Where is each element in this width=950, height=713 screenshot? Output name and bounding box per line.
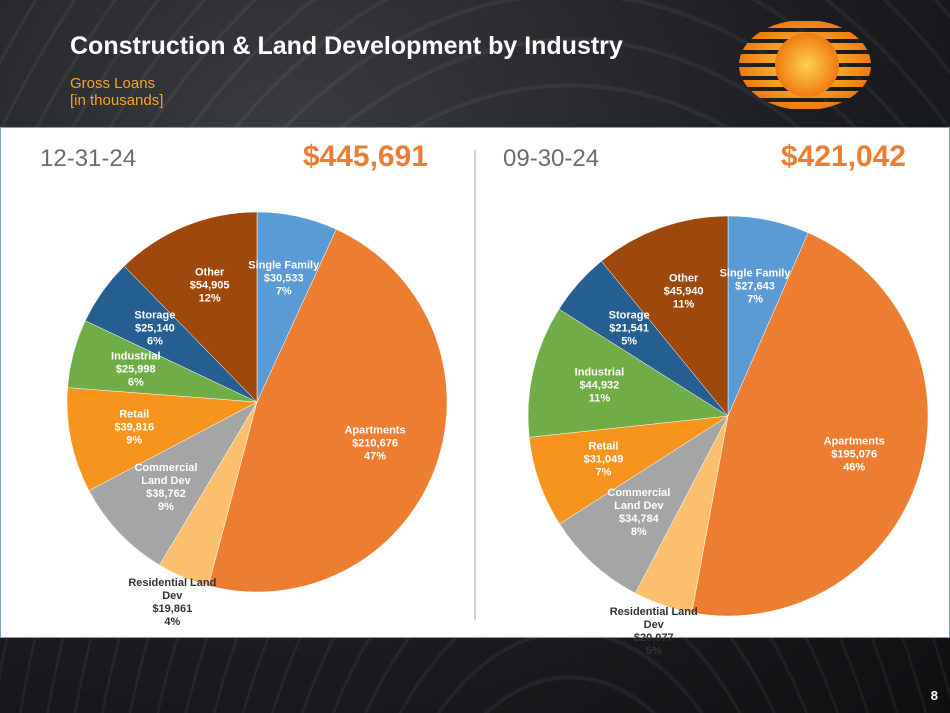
slice-value: $25,998 [115,363,156,376]
slice-category: Commercial Land Dev [134,462,198,488]
slice-label: Industrial $25,998 6% [90,350,182,389]
slice-label: Commercial Land Dev $34,784 8% [593,487,685,539]
slide-title: Construction & Land Development by Indus… [70,32,623,60]
pie-slice [527,308,729,438]
slice-value: $19,861 [152,602,193,615]
pie-slice [88,401,258,566]
slice-percent: 9% [158,501,174,514]
slice-percent: 7% [747,293,763,306]
pie-slice [559,415,729,594]
slice-value: $38,762 [146,488,186,501]
slice-label: Single Family $27,643 7% [709,267,801,306]
slice-value: $195,076 [831,448,878,461]
chart-total: $445,691 [302,140,428,173]
slice-percent: 8% [630,526,647,539]
chart-title: 12-31-24 [40,145,137,172]
slice-category: Storage [608,309,650,321]
slice-category: Industrial [574,366,625,379]
slice-percent: 11% [672,298,695,311]
slice-label: Residential Land Dev $20,077 5% [608,606,700,658]
chart-title: 09-30-24 [503,145,600,172]
subtitle: [in thousands] [70,92,164,109]
slice-percent: 7% [595,466,612,479]
slice-category: Single Family [248,259,320,272]
slice-category: Commercial Land Dev [607,487,671,513]
slice-percent: 5% [621,335,638,347]
slice-label: Apartments $195,076 46% [808,435,900,474]
slice-value: $210,676 [352,437,398,450]
logo [739,21,871,109]
slice-value: $30,533 [263,272,304,285]
slice-category: Retail [588,440,619,453]
slice-label: Other $54,905 12% [164,266,256,305]
slice-category: Apartments [823,435,885,448]
pie-slice [66,387,258,491]
slice-category: Residential Land Dev [609,605,698,631]
slice-value: $31,049 [583,453,624,466]
pie-slice [601,215,729,417]
slice-percent: 4% [164,615,181,628]
slice-percent: 47% [364,450,387,463]
slice-percent: 9% [126,434,143,446]
slice-label: Retail $31,049 7% [557,440,649,479]
slice-label: Residential Land Dev $19,861 4% [126,577,218,629]
slice-value: $25,140 [135,322,175,335]
pie-slice [123,211,258,403]
slice-label: Other $45,940 11% [638,272,730,311]
slice-label: Storage $21,541 5% [583,309,675,348]
slice-label: Retail $39,816 9% [88,408,180,447]
slice-category: Apartments [344,424,406,437]
slice-label: Commercial Land Dev $38,762 9% [120,462,212,514]
slice-value: $20,077 [633,631,674,644]
slice-label: Storage $25,140 6% [109,310,201,349]
slice-percent: 11% [588,392,611,405]
slice-percent: 6% [127,376,144,389]
slice-category: Single Family [719,267,791,280]
slice-label: Industrial $44,932 11% [553,367,645,406]
slice-percent: 46% [843,461,866,474]
slice-value: $54,905 [189,279,230,292]
slice-value: $39,816 [114,421,155,433]
slice-value: $27,643 [735,280,775,293]
chart-total: $421,042 [780,140,906,173]
slice-label: Apartments $210,676 47% [329,425,421,464]
slice-percent: 7% [275,285,292,298]
slice-category: Storage [134,309,176,322]
pie-slice [208,229,448,593]
slice-category: Other [194,266,225,279]
subtitle: Gross Loans [70,75,156,92]
slice-percent: 6% [146,335,163,348]
slice-value: $34,784 [618,513,659,526]
slice-value: $21,541 [609,322,650,334]
slice-percent: 5% [645,644,662,657]
pie-slice [691,232,929,617]
page-number: 8 [930,688,938,703]
slice-value: $44,932 [579,379,620,392]
slice-percent: 12% [198,292,221,305]
slice-category: Retail [119,408,150,420]
slice-label: Single Family $30,533 7% [238,260,330,299]
slice-value: $45,940 [663,285,704,298]
slice-category: Residential Land Dev [128,576,217,602]
slice-category: Industrial [111,350,161,363]
slice-category: Other [668,272,699,285]
